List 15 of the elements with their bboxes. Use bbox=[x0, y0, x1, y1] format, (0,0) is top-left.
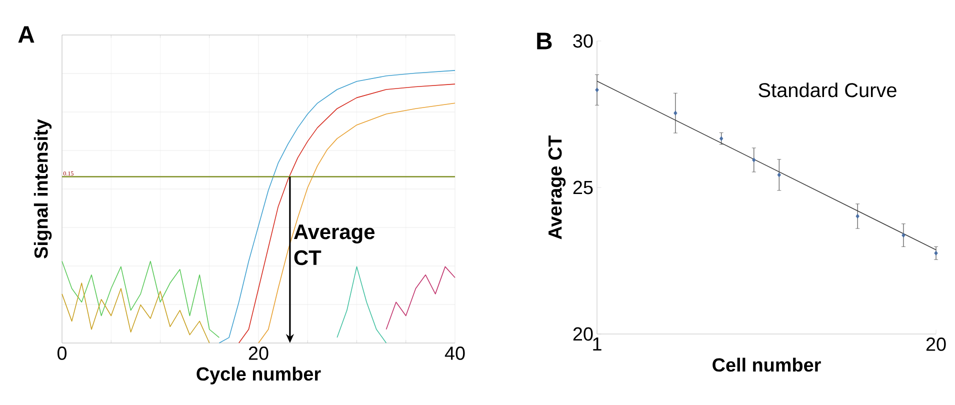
chart-title: A bbox=[18, 26, 34, 43]
chart-title: B bbox=[537, 32, 552, 50]
y-axis-title: Signal intensity bbox=[34, 119, 52, 258]
x-tick-label: 20 bbox=[248, 346, 268, 360]
y-axis-title: Average CT bbox=[548, 135, 566, 240]
annotation: Standard Curve bbox=[758, 82, 896, 98]
x-tick-label: 1 bbox=[593, 338, 602, 351]
annotation: Average CT bbox=[294, 224, 375, 266]
y-tick-label: 30 bbox=[573, 34, 593, 48]
x-tick-label: 0 bbox=[57, 346, 67, 360]
x-axis-title: Cell number bbox=[712, 358, 821, 372]
x-axis-title: Cycle number bbox=[196, 366, 321, 384]
y-tick-label: 25 bbox=[573, 180, 593, 194]
y-tick-label: 20 bbox=[573, 327, 593, 341]
x-tick-label: 40 bbox=[444, 346, 465, 360]
